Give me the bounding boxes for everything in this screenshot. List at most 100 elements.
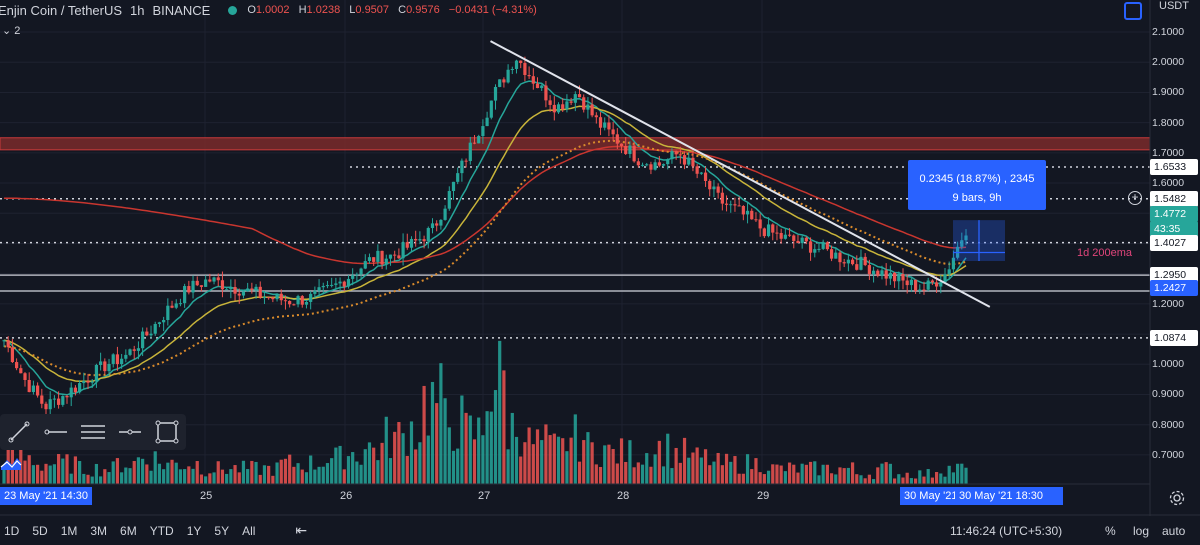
volume-bar xyxy=(283,458,288,484)
range-button-5y[interactable]: 5Y xyxy=(214,523,230,538)
candle xyxy=(262,297,267,299)
candle xyxy=(611,129,615,135)
horizontal-ray-tool-icon[interactable] xyxy=(37,414,74,450)
volume-bar xyxy=(867,474,871,484)
indicator-toggle[interactable]: ⌄ 2 xyxy=(2,24,20,37)
measure-change: 0.2345 (18.87%) , 2345 xyxy=(919,173,1035,185)
candle xyxy=(939,282,943,287)
candle xyxy=(838,252,842,263)
candle xyxy=(619,143,624,146)
range-button-ytd[interactable]: YTD xyxy=(149,523,174,538)
candle xyxy=(430,223,435,229)
candle xyxy=(800,237,804,244)
volume-bar xyxy=(909,478,913,484)
measure-bars: 9 bars, 9h xyxy=(952,192,1002,204)
ema-short-line xyxy=(3,80,967,396)
candle xyxy=(157,322,162,324)
volume-bar xyxy=(531,444,535,484)
trendline-tool-icon[interactable] xyxy=(0,414,37,450)
range-button-5d[interactable]: 5D xyxy=(32,523,48,538)
candle xyxy=(876,270,880,276)
price-axis-label: 1.9000 xyxy=(1152,86,1185,99)
parallel-channel-tool-icon[interactable] xyxy=(74,414,111,450)
candle xyxy=(871,270,876,275)
range-button-1y[interactable]: 1Y xyxy=(186,523,202,538)
candle xyxy=(846,259,850,264)
volume-bar xyxy=(624,461,628,484)
candle xyxy=(582,97,586,110)
range-button-1d[interactable]: 1D xyxy=(4,523,20,538)
candle xyxy=(145,331,149,336)
indicator-count: 2 xyxy=(14,25,21,37)
volume-bar xyxy=(271,475,275,484)
ohlc-values: O1.0002 H1.0238 L0.9507 C0.9576 −0.0431 … xyxy=(247,4,537,16)
symbol-title[interactable]: Enjin Coin / TetherUS xyxy=(0,2,123,18)
volume-bar xyxy=(850,462,855,484)
candle xyxy=(485,117,489,127)
volume-bar xyxy=(745,454,750,484)
range-button-all[interactable]: All xyxy=(242,523,256,538)
range-button-1m[interactable]: 1M xyxy=(60,523,78,538)
volume-bar xyxy=(653,454,657,484)
volume-bar xyxy=(712,461,716,484)
price-axis-label: 1.7000 xyxy=(1152,146,1185,159)
candle xyxy=(661,164,666,166)
volume-bar xyxy=(31,465,36,484)
candle xyxy=(489,100,493,118)
volume-bar xyxy=(246,469,250,484)
candle xyxy=(376,250,380,262)
candle xyxy=(317,287,321,291)
volume-bar xyxy=(603,445,607,484)
auto-toggle[interactable]: auto xyxy=(1162,523,1186,538)
plus-icon[interactable]: + xyxy=(1128,191,1142,205)
candle xyxy=(691,157,695,167)
candle xyxy=(565,101,569,110)
volume-bar xyxy=(779,465,783,484)
price-axis-label: 0.7000 xyxy=(1152,448,1185,461)
volume-bar xyxy=(775,464,779,484)
date-range-icon[interactable]: ⇤ xyxy=(295,522,308,538)
change-value: −0.0431 (−4.31%) xyxy=(448,4,537,16)
volume-bar xyxy=(107,472,111,484)
price-axis-label: 2.0000 xyxy=(1152,56,1185,69)
volume-bar xyxy=(36,464,40,484)
gear-icon[interactable] xyxy=(1168,489,1186,507)
market-status-icon xyxy=(228,5,238,15)
volume-bar xyxy=(666,433,670,484)
object-tree-icon[interactable] xyxy=(1124,2,1142,20)
volume-bar xyxy=(598,467,603,484)
candle xyxy=(464,160,468,162)
volume-bar xyxy=(792,464,796,484)
candle xyxy=(909,279,913,286)
percent-toggle[interactable]: % xyxy=(1105,523,1116,538)
chart-header: Enjin Coin / TetherUS 1h BINANCE O1.0002… xyxy=(0,0,543,20)
currency-label[interactable]: USDT xyxy=(1159,0,1189,12)
volume-bar xyxy=(204,476,208,484)
candle xyxy=(951,257,955,270)
candle xyxy=(162,320,166,323)
clock-label[interactable]: 11:46:24 (UTC+5:30) xyxy=(950,523,1063,538)
volume-bar xyxy=(380,442,384,484)
rectangle-tool-icon[interactable] xyxy=(149,414,186,450)
volume-bar xyxy=(947,465,951,484)
volume-bar xyxy=(435,403,439,484)
candle xyxy=(918,289,922,291)
candle xyxy=(552,104,556,113)
candle xyxy=(250,288,254,291)
log-toggle[interactable]: log xyxy=(1133,523,1150,538)
volume-bar xyxy=(351,452,355,484)
tradingview-logo-icon[interactable] xyxy=(0,454,22,472)
candle xyxy=(519,60,523,64)
volume-bar xyxy=(678,462,682,484)
volume-bar xyxy=(145,464,149,484)
interval-label[interactable]: 1h xyxy=(130,2,145,18)
volume-bar xyxy=(960,463,964,484)
volume-bar xyxy=(468,415,472,484)
volume-bar xyxy=(355,461,359,484)
range-button-6m[interactable]: 6M xyxy=(120,523,137,538)
candle xyxy=(393,254,397,256)
horizontal-line-tool-icon[interactable] xyxy=(112,414,149,450)
range-button-3m[interactable]: 3M xyxy=(90,523,108,538)
volume-bar xyxy=(40,470,44,484)
